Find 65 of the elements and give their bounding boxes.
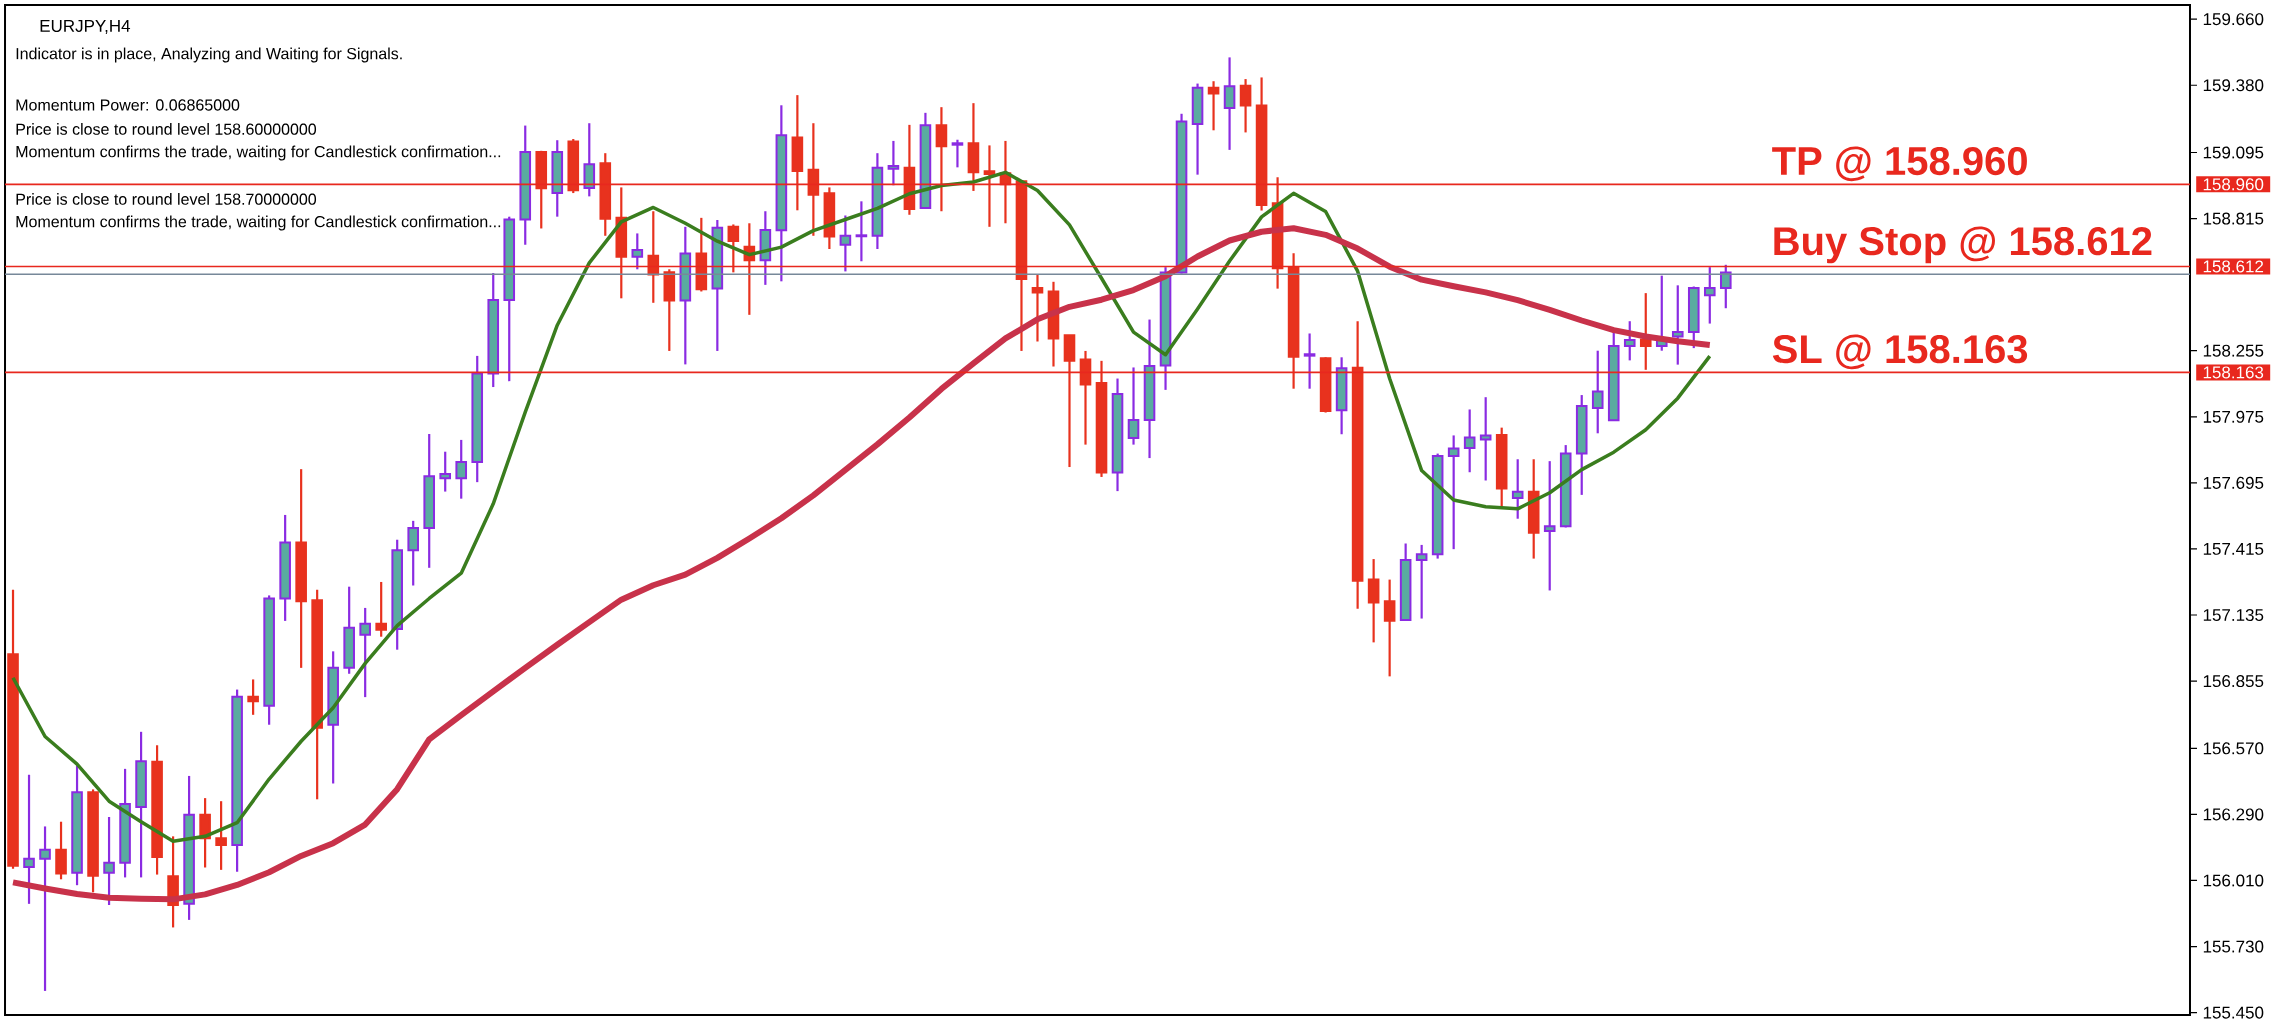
candlestick (1303, 332, 1316, 390)
y-tick-label: 155.730 (2203, 940, 2264, 953)
annotation: Momentum Power: 0.06865000 (16, 99, 240, 111)
ref-line-label: TP @ 158.960 (1772, 146, 2027, 182)
candlestick (1415, 543, 1428, 620)
y-tick-label: 159.380 (2203, 79, 2264, 92)
candlestick (1479, 396, 1492, 482)
ref-line-label: Buy Stop @ 158.612 (1774, 226, 2152, 264)
annotation: Momentum confirms the trade, waiting for Candlestick confirmation... (16, 145, 501, 161)
candlestick (215, 800, 227, 871)
y-tick-label: 156.290 (2203, 808, 2264, 821)
candlestick (55, 820, 67, 881)
y-tick-label: 158.255 (2203, 344, 2264, 357)
y-tick-label: 157.975 (2203, 410, 2264, 423)
line-series (11, 170, 1712, 844)
candlestick (1207, 80, 1220, 132)
candlestick (855, 200, 868, 263)
y-tick-label: 157.695 (2203, 476, 2264, 489)
y-tick-label: 159.660 (2203, 13, 2264, 26)
candlestick (1223, 56, 1236, 151)
candlestick (407, 519, 419, 587)
annotation: Price is close to round level 158.70000000 (16, 193, 317, 205)
candlestick (375, 580, 387, 638)
annotation: Indicator is in place, Analyzing and Waiting for Signals. (16, 47, 402, 63)
candlestick (1031, 273, 1044, 343)
y-tick-label: 158.960 (2203, 178, 2264, 191)
candlestick (1703, 266, 1716, 325)
candlestick (359, 606, 371, 699)
candlestick (1383, 578, 1396, 678)
candlestick (951, 138, 964, 169)
text: EURJPY,H4 (40, 20, 131, 34)
y-tick-label: 158.612 (2203, 260, 2264, 273)
candlestick (887, 139, 900, 187)
candlestick (1239, 77, 1252, 134)
y-tick-label: 155.450 (2203, 1006, 2264, 1019)
candlestick (1591, 349, 1604, 435)
candlestick (1511, 458, 1524, 520)
candlestick (1623, 320, 1636, 362)
candlestick (439, 450, 452, 493)
candlestick (103, 815, 115, 907)
candlestick (1639, 292, 1652, 371)
candlestick (631, 232, 644, 271)
annotation: Momentum confirms the trade, waiting for Candlestick confirmation... (16, 215, 501, 231)
candlestick (247, 678, 259, 716)
candlestick (1543, 460, 1556, 592)
y-tick-label: 159.095 (2203, 146, 2264, 159)
candlestick (583, 122, 596, 198)
y-tick-label: 156.855 (2203, 675, 2264, 688)
ref-line-label: SL @ 158.163 (1772, 334, 2028, 370)
candlestick (1671, 284, 1684, 366)
candlestick (1463, 408, 1476, 474)
y-tick-label: 158.815 (2203, 212, 2264, 225)
y-tick-label: 157.135 (2203, 608, 2264, 622)
y-tick-label: 156.010 (2203, 874, 2264, 887)
y-tick-label: 157.415 (2203, 542, 2264, 555)
candlestick (39, 825, 51, 993)
candlestick (1447, 434, 1460, 551)
candlestick (455, 438, 468, 500)
candlestick (1127, 366, 1140, 446)
y-tick-label: 158.163 (2203, 366, 2264, 379)
candlestick (23, 773, 35, 905)
candlestick (839, 214, 852, 273)
annotation: Price is close to round level 158.60000000 (16, 123, 317, 135)
candlestick (1367, 557, 1380, 644)
y-tick-label: 156.570 (2203, 742, 2264, 755)
